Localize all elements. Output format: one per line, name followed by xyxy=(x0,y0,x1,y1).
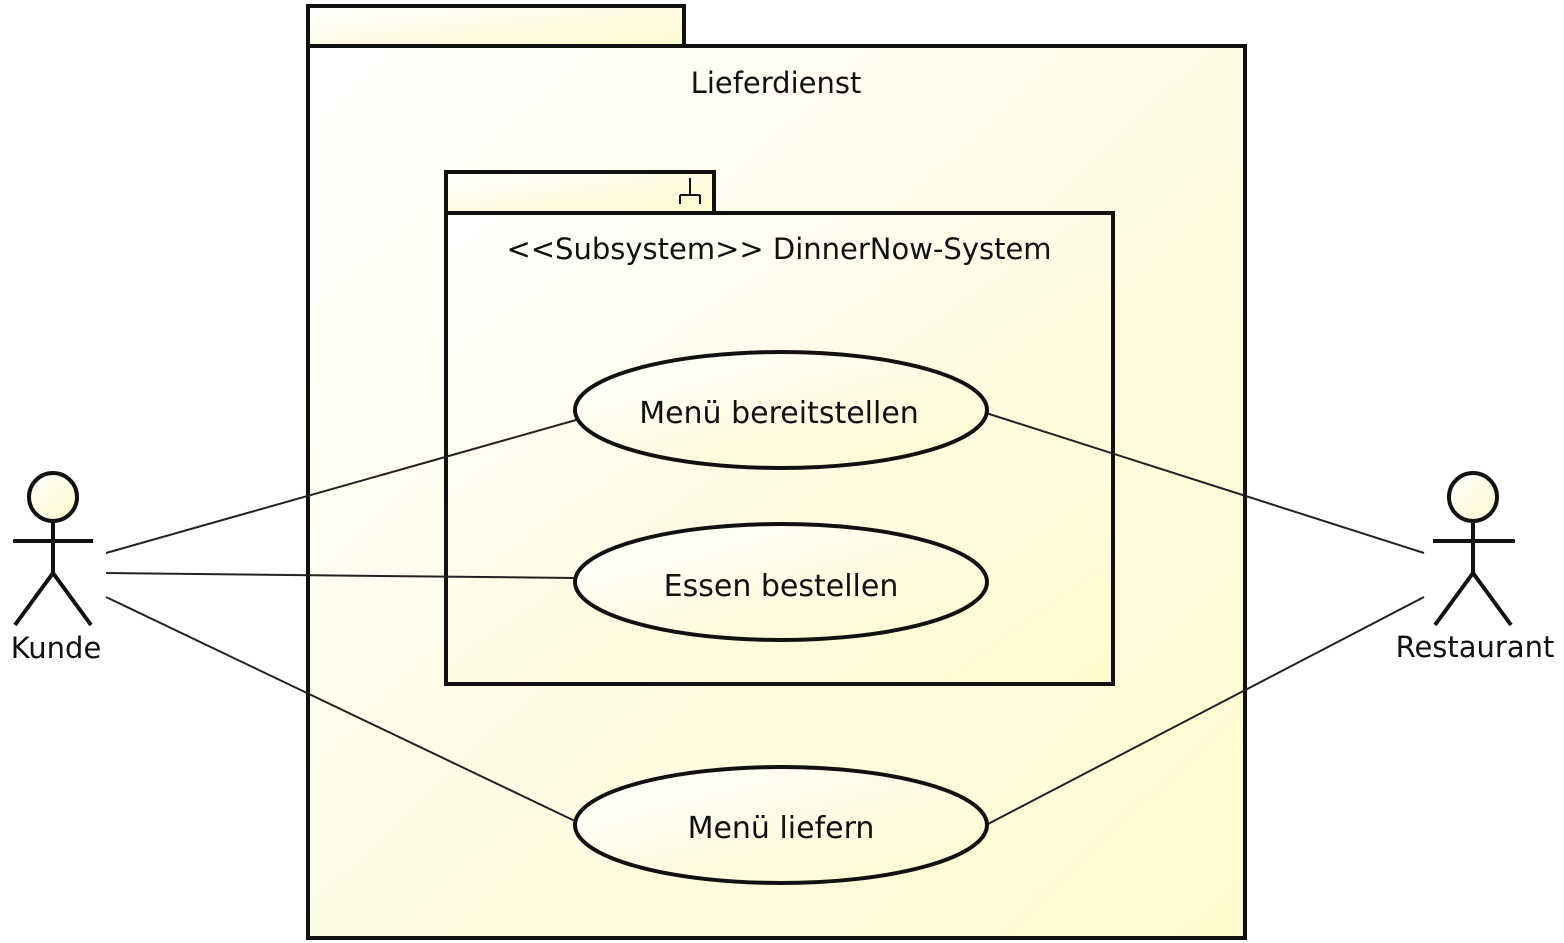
use-case-menu-bereitstellen[interactable]: Menü bereitstellen xyxy=(573,350,989,470)
association-kunde-menu-bereitstellen xyxy=(105,419,577,554)
use-case-essen-bestellen[interactable]: Essen bestellen xyxy=(573,522,989,642)
package-title: Lieferdienst xyxy=(691,66,862,100)
use-case-ellipse xyxy=(573,765,989,885)
stick-figure-icon xyxy=(13,471,93,627)
subsystem-title: <<Subsystem>> DinnerNow-System xyxy=(506,232,1051,266)
actor-restaurant[interactable]: Restaurant xyxy=(1396,471,1555,664)
associations xyxy=(105,412,1425,826)
association-kunde-menu-liefern xyxy=(105,596,578,823)
use-case-label: Essen bestellen xyxy=(664,569,899,604)
use-case-ellipse xyxy=(573,522,989,642)
use-case-label: Menü bereitstellen xyxy=(639,396,919,431)
association-restaurant-menu-bereitstellen xyxy=(985,412,1425,554)
association-kunde-essen-bestellen xyxy=(105,572,575,579)
actor-label: Restaurant xyxy=(1396,630,1555,664)
association-restaurant-menu-liefern xyxy=(985,596,1425,826)
use-case-label: Menü liefern xyxy=(688,811,875,846)
package-tab xyxy=(306,4,686,48)
actor-label: Kunde xyxy=(11,631,102,665)
subsystem-tab xyxy=(444,170,716,215)
stick-figure-icon xyxy=(1433,471,1515,627)
use-case-menu-liefern[interactable]: Menü liefern xyxy=(573,765,989,885)
actor-kunde[interactable]: Kunde xyxy=(11,471,102,665)
subsystem-fork-icon xyxy=(679,178,701,204)
use-case-ellipse xyxy=(573,350,989,470)
